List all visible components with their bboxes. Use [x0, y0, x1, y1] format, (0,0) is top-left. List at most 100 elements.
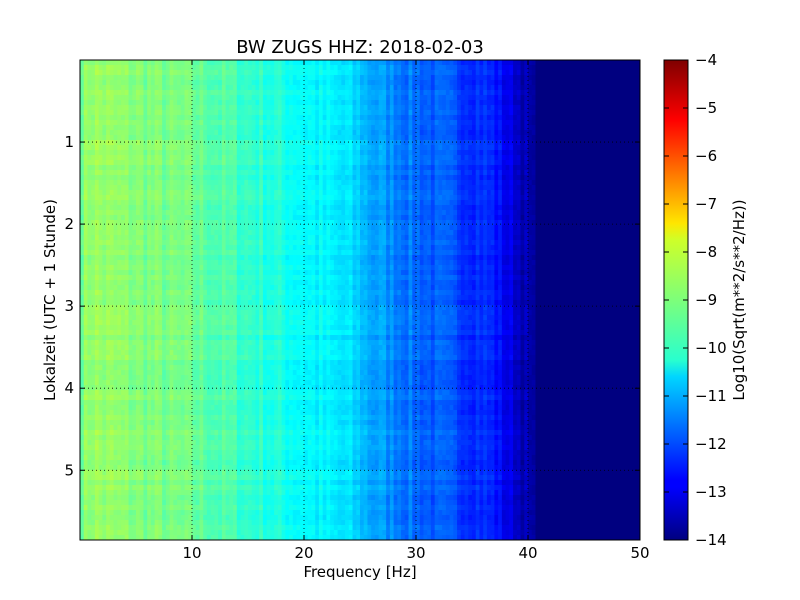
heatmap-cell — [147, 125, 152, 131]
heatmap-cell — [102, 165, 107, 171]
heatmap-cell — [602, 80, 607, 86]
heatmap-cell — [535, 120, 540, 126]
heatmap-cell — [438, 165, 443, 171]
heatmap-cell — [139, 150, 145, 156]
heatmap-cell — [225, 210, 230, 216]
heatmap-cell — [277, 85, 283, 91]
heatmap-cell — [136, 105, 141, 111]
heatmap-cell — [259, 65, 264, 71]
heatmap-cell — [281, 140, 286, 146]
heatmap-cell — [386, 120, 391, 126]
heatmap-cell — [535, 190, 540, 196]
heatmap-cell — [468, 125, 473, 131]
heatmap-cell — [576, 195, 581, 201]
heatmap-cell — [341, 75, 346, 81]
heatmap-cell — [445, 80, 451, 86]
heatmap-cell — [445, 185, 451, 191]
heatmap-cell — [117, 135, 122, 141]
heatmap-cell — [147, 110, 152, 116]
heatmap-cell — [348, 60, 354, 66]
heatmap-cell — [397, 95, 402, 101]
heatmap-cell — [371, 195, 376, 201]
heatmap-cell — [326, 160, 331, 166]
heatmap-cell — [389, 180, 395, 186]
heatmap-cell — [386, 200, 391, 206]
heatmap-cell — [304, 150, 309, 156]
heatmap-cell — [621, 80, 626, 86]
heatmap-cell — [554, 60, 559, 66]
heatmap-cell — [524, 145, 529, 151]
heatmap-cell — [150, 90, 156, 96]
heatmap-cell — [584, 75, 589, 81]
heatmap-cell — [554, 115, 559, 121]
heatmap-cell — [636, 90, 640, 96]
heatmap-cell — [363, 205, 369, 211]
heatmap-cell — [430, 95, 436, 101]
heatmap-cell — [412, 155, 417, 161]
heatmap-cell — [124, 80, 130, 86]
heatmap-cell — [457, 165, 462, 171]
heatmap-cell — [83, 135, 89, 141]
heatmap-cell — [382, 60, 387, 66]
heatmap-cell — [236, 75, 242, 81]
heatmap-cell — [434, 100, 439, 106]
heatmap-cell — [255, 100, 260, 106]
heatmap-cell — [277, 65, 283, 71]
heatmap-cell — [348, 125, 354, 131]
heatmap-cell — [625, 130, 630, 136]
heatmap-cell — [206, 190, 212, 196]
heatmap-cell — [292, 85, 298, 91]
heatmap-cell — [412, 185, 417, 191]
heatmap-cell — [285, 220, 290, 226]
heatmap-cell — [121, 100, 126, 106]
heatmap-cell — [121, 185, 126, 191]
heatmap-cell — [94, 135, 100, 141]
heatmap-cell — [363, 130, 369, 136]
heatmap-cell — [371, 110, 376, 116]
heatmap-cell — [565, 120, 570, 126]
heatmap-cell — [531, 215, 537, 221]
heatmap-cell — [270, 100, 275, 106]
heatmap-cell — [419, 165, 425, 171]
heatmap-cell — [136, 220, 141, 226]
heatmap-cell — [229, 225, 234, 231]
heatmap-cell — [169, 140, 174, 146]
heatmap-cell — [580, 205, 585, 211]
heatmap-cell — [569, 190, 574, 196]
heatmap-cell — [453, 95, 458, 101]
heatmap-cell — [348, 220, 354, 226]
heatmap-cell — [494, 170, 499, 176]
heatmap-cell — [386, 155, 391, 161]
heatmap-cell — [442, 155, 447, 161]
heatmap-cell — [345, 60, 350, 66]
heatmap-cell — [206, 85, 212, 91]
heatmap-cell — [154, 205, 159, 211]
heatmap-cell — [266, 205, 271, 211]
heatmap-cell — [531, 175, 537, 181]
heatmap-cell — [636, 120, 640, 126]
heatmap-cell — [546, 70, 551, 76]
heatmap-cell — [80, 155, 85, 161]
heatmap-cell — [554, 220, 559, 226]
heatmap-cell — [296, 115, 301, 121]
heatmap-cell — [360, 100, 365, 106]
heatmap-cell — [102, 90, 107, 96]
heatmap-cell — [180, 135, 186, 141]
heatmap-cell — [285, 175, 290, 181]
heatmap-cell — [404, 175, 410, 181]
heatmap-cell — [554, 215, 559, 221]
heatmap-cell — [143, 220, 148, 226]
heatmap-cell — [617, 185, 622, 191]
heatmap-cell — [453, 135, 458, 141]
heatmap-cell — [513, 155, 518, 161]
heatmap-cell — [427, 130, 432, 136]
heatmap-cell — [602, 135, 607, 141]
heatmap-cell — [262, 90, 268, 96]
heatmap-cell — [617, 165, 622, 171]
heatmap-cell — [311, 65, 316, 71]
heatmap-cell — [277, 155, 283, 161]
heatmap-cell — [311, 190, 316, 196]
heatmap-cell — [251, 150, 257, 156]
heatmap-cell — [139, 100, 145, 106]
heatmap-cell — [598, 135, 604, 141]
